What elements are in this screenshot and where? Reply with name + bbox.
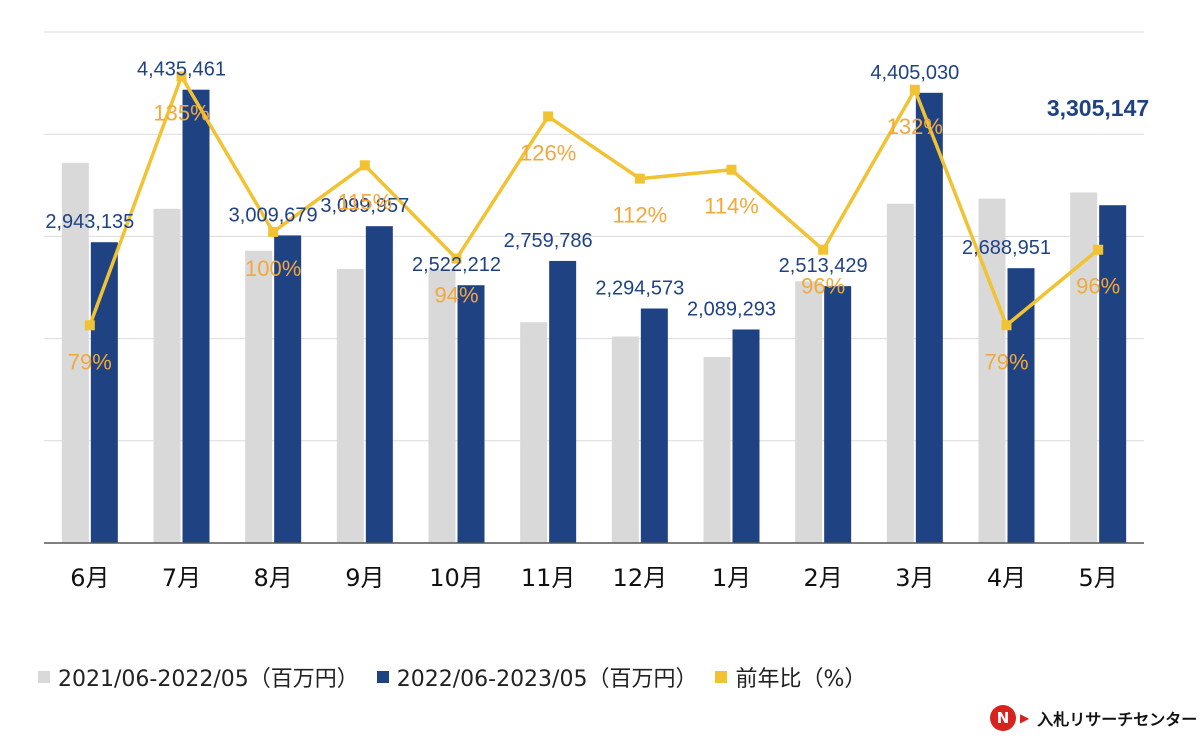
legend-item-prev-year: 2021/06-2022/05（百万円） (38, 661, 359, 693)
ratio-label: 79% (68, 349, 112, 374)
value-label: 2,688,951 (962, 237, 1051, 259)
bar-prev-year (1070, 192, 1098, 544)
ratio-marker (818, 244, 829, 255)
bar-current-year (640, 308, 668, 543)
bar-prev-year (795, 281, 823, 543)
ratio-marker (1001, 320, 1012, 331)
value-label: 3,099,957 (320, 195, 409, 217)
ratio-marker (1093, 244, 1104, 255)
ratio-line (88, 72, 1100, 329)
bar-current-year (274, 235, 302, 543)
legend-swatch-ratio (715, 671, 728, 683)
value-label: 2,522,212 (412, 254, 501, 276)
ratio-label: 115% (338, 189, 393, 214)
bar-current-year (1099, 205, 1127, 543)
ratio-label: 135% (153, 100, 209, 125)
chart: 2,943,135 4,435,461 3,009,679 3,099,957 2,52… (44, 31, 1149, 592)
bar-current-year (90, 242, 118, 543)
bar-prev-year (886, 203, 914, 544)
bar-prev-year (520, 322, 548, 543)
bar-prev-year (61, 162, 89, 544)
brand-logo-icon: N (990, 705, 1016, 731)
ratio-label: 96% (801, 274, 845, 299)
x-tick-label: 2月 (804, 564, 843, 592)
ratio-marker (359, 160, 370, 171)
x-tick-label: 1月 (712, 564, 751, 592)
ratio-label: 94% (434, 283, 478, 308)
x-tick-label: 12月 (613, 564, 668, 592)
legend-label-prev-year: 2021/06-2022/05（百万円） (58, 667, 359, 692)
legend-item-ratio: 前年比（%） (715, 661, 866, 693)
legend-label-ratio: 前年比（%） (735, 667, 867, 692)
legend: 2021/06-2022/05（百万円） 2022/06-2023/05（百万円… (38, 662, 884, 692)
bar-prev-year (245, 250, 273, 543)
bar-current-year (457, 285, 485, 543)
bar-current-year (182, 89, 210, 543)
x-tick-label: 5月 (1079, 564, 1118, 592)
ratio-label: 126% (520, 140, 576, 165)
value-label: 4,405,030 (870, 62, 959, 84)
bar-current-year (549, 260, 577, 543)
x-tick-label: 6月 (70, 564, 109, 592)
ratio-label: 100% (245, 256, 301, 281)
ratio-marker (451, 253, 462, 264)
ratio-label: 112% (613, 203, 668, 228)
value-label: 3,009,679 (229, 204, 318, 226)
value-label: 2,943,135 (45, 211, 134, 233)
bar-prev-year (336, 269, 364, 543)
value-label: 2,294,573 (595, 277, 684, 299)
x-tick-label: 7月 (162, 564, 201, 592)
bar-current-year (732, 329, 760, 543)
legend-swatch-current-year (376, 671, 389, 683)
ratio-label: 79% (984, 349, 1028, 374)
legend-item-current-year: 2022/06-2023/05（百万円） (376, 661, 698, 693)
bar-prev-year (153, 208, 181, 543)
value-label: 2,089,293 (687, 298, 776, 320)
x-tick-label: 10月 (429, 564, 484, 592)
ratio-label: 132% (887, 114, 943, 139)
x-tick-label: 11月 (521, 564, 576, 592)
ratio-label: 96% (1076, 274, 1120, 299)
bar-current-year (365, 226, 393, 543)
brand-text: 入札リサーチセンター (1037, 710, 1198, 729)
bar-current-year (915, 92, 943, 543)
ratio-label: 114% (704, 194, 759, 219)
x-tick-label: 9月 (345, 564, 384, 592)
bar-prev-year (978, 198, 1006, 543)
ratio-marker (268, 226, 279, 237)
value-label: 2,513,429 (779, 255, 868, 277)
value-label: 2,759,786 (504, 230, 593, 252)
bar-prev-year (428, 269, 456, 543)
bar-current-year (824, 286, 852, 543)
ratio-marker (176, 71, 187, 82)
ratio-marker (909, 84, 920, 95)
bar-prev-year (611, 336, 639, 543)
value-label: 4,435,461 (137, 59, 226, 81)
ratio-marker (634, 173, 645, 184)
x-tick-label: 3月 (895, 564, 934, 592)
ratio-marker (726, 164, 737, 175)
bar-prev-year (703, 356, 731, 543)
x-tick-label: 8月 (254, 564, 293, 592)
legend-swatch-prev-year (38, 671, 50, 683)
bar-current-year (1007, 268, 1035, 543)
value-label: 3,305,147 (1047, 95, 1149, 121)
brand-arrow-icon: ▶ (1020, 711, 1030, 725)
ratio-marker (84, 320, 95, 331)
ratio-marker (543, 111, 554, 122)
x-tick-label: 4月 (987, 564, 1026, 592)
legend-label-current-year: 2022/06-2023/05（百万円） (396, 667, 698, 692)
brand: N ▶ 入札リサーチセンター (990, 702, 1197, 734)
